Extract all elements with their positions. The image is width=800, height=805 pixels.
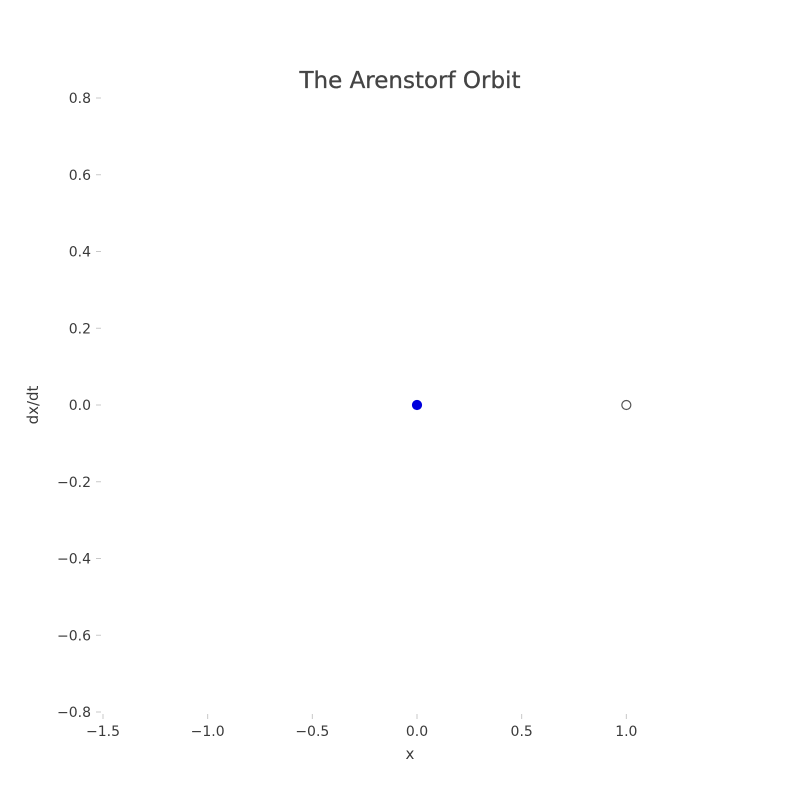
y-axis-ticks: 0.8 0.6 0.4 0.2 0.0 −0.2 −0.4 −0.6 −0.8 xyxy=(57,91,101,721)
y-tick-label: 0.8 xyxy=(69,91,91,107)
x-tick-label: −1.0 xyxy=(191,724,225,740)
y-axis-label: dx/dt xyxy=(24,385,42,424)
chart-title: The Arenstorf Orbit xyxy=(298,68,520,94)
y-tick-label: 0.2 xyxy=(69,321,91,337)
y-tick-label: −0.6 xyxy=(57,628,91,644)
y-tick-label: 0.4 xyxy=(69,245,91,261)
data-points xyxy=(411,399,632,411)
data-point xyxy=(411,399,423,411)
y-tick-label: −0.8 xyxy=(57,705,91,721)
x-tick-label: −0.5 xyxy=(295,724,329,740)
data-point xyxy=(621,399,632,411)
x-tick-label: 0.0 xyxy=(406,724,428,740)
y-tick-label: −0.2 xyxy=(57,475,91,491)
y-tick-label: 0.0 xyxy=(69,398,91,414)
x-tick-label: 1.0 xyxy=(615,724,637,740)
x-axis-label: x xyxy=(406,745,415,763)
y-tick-label: 0.6 xyxy=(69,168,91,184)
x-tick-label: 0.5 xyxy=(511,724,533,740)
y-tick-label: −0.4 xyxy=(57,552,91,568)
x-tick-label: −1.5 xyxy=(86,724,120,740)
x-axis-ticks: −1.5 −1.0 −0.5 0.0 0.5 1.0 xyxy=(86,714,637,740)
